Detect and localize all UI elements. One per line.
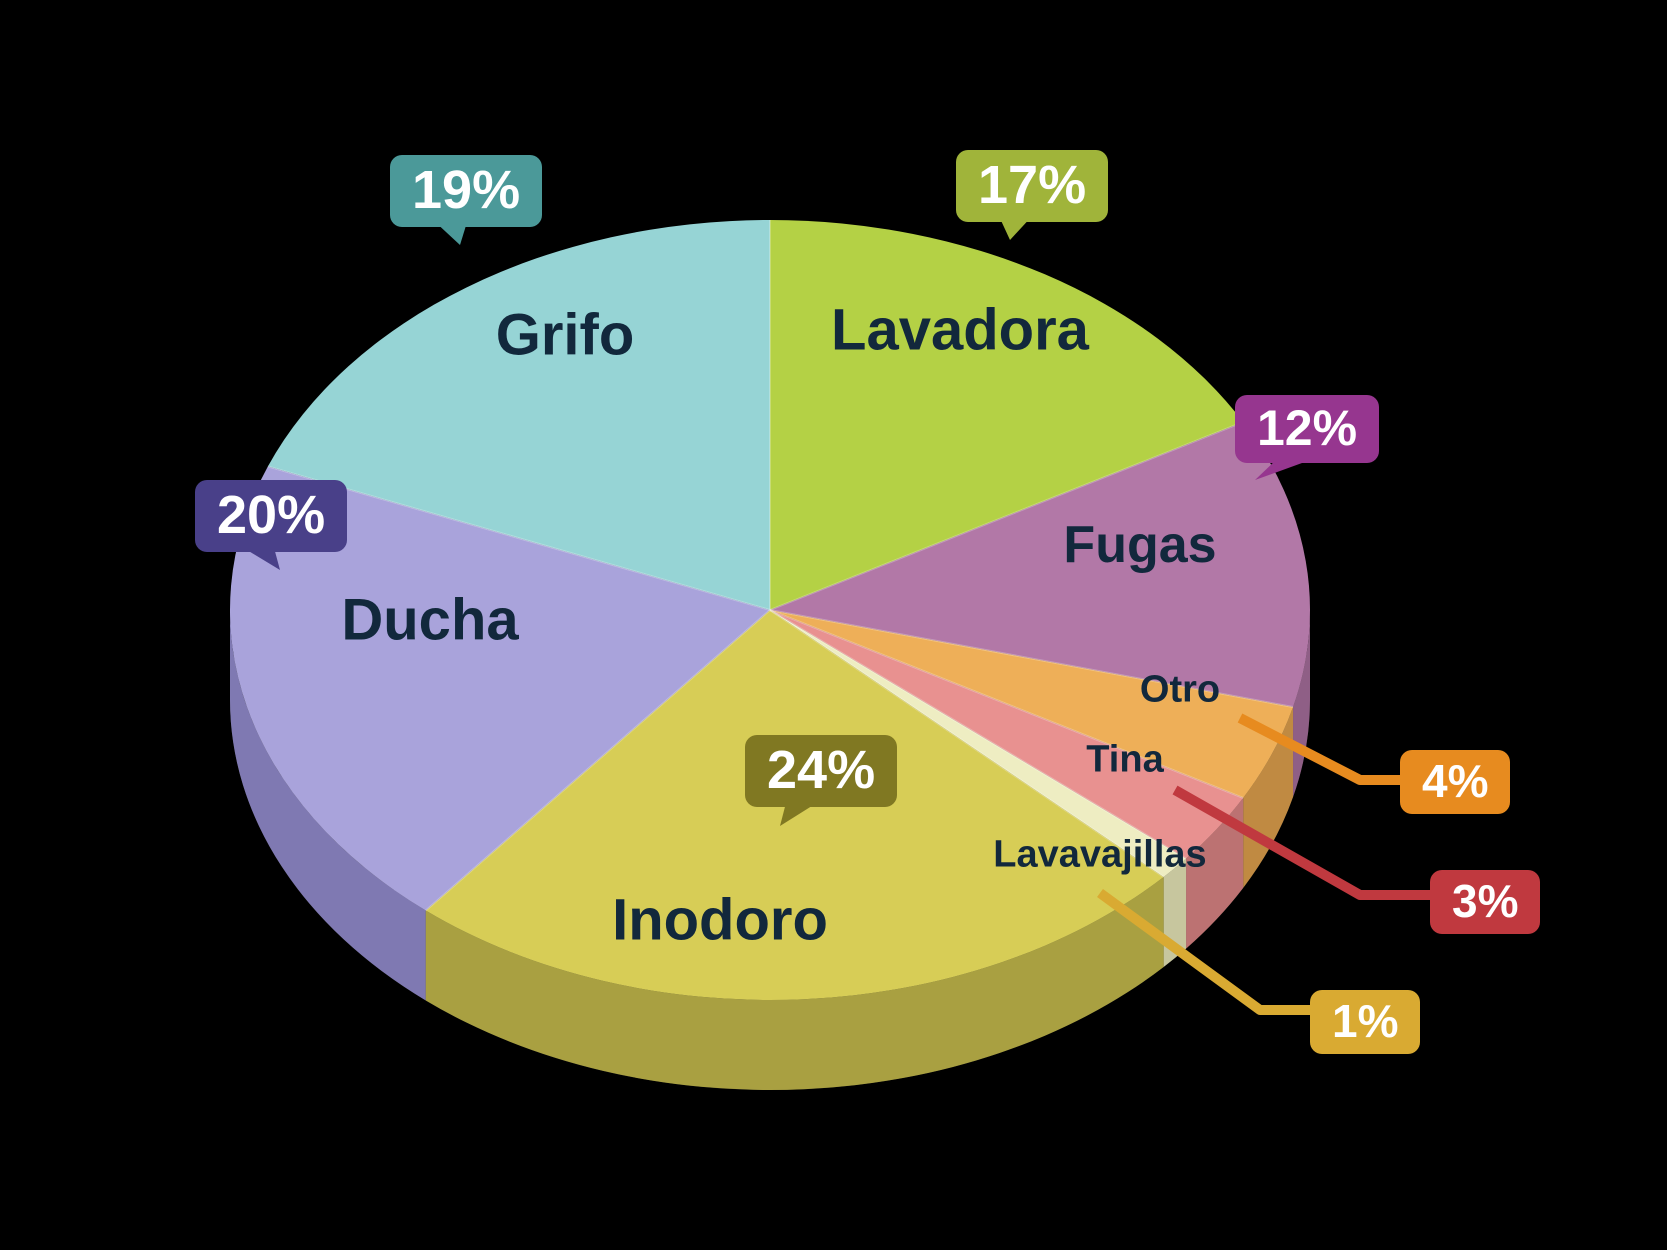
slice-label-lavadora: Lavadora [831,297,1089,364]
pie-chart-svg [0,0,1667,1250]
percent-bubble-lavadora: 17% [956,150,1108,222]
pie-chart-stage: Lavadora Fugas Otro Tina Lavavajillas In… [0,0,1667,1250]
percent-bubble-tina: 3% [1430,870,1540,934]
percent-bubble-otro: 4% [1400,750,1510,814]
slice-label-grifo: Grifo [496,302,635,369]
percent-bubble-inodoro: 24% [745,735,897,807]
percent-bubble-fugas: 12% [1235,395,1379,463]
percent-bubble-ducha: 20% [195,480,347,552]
slice-label-otro: Otro [1140,669,1220,712]
percent-bubble-lavavajillas: 1% [1310,990,1420,1054]
slice-label-lavavajillas: Lavavajillas [993,834,1206,877]
slice-label-inodoro: Inodoro [612,887,828,954]
slice-label-ducha: Ducha [341,587,518,654]
percent-bubble-grifo: 19% [390,155,542,227]
slice-label-tina: Tina [1086,739,1163,782]
slice-label-fugas: Fugas [1063,515,1216,575]
